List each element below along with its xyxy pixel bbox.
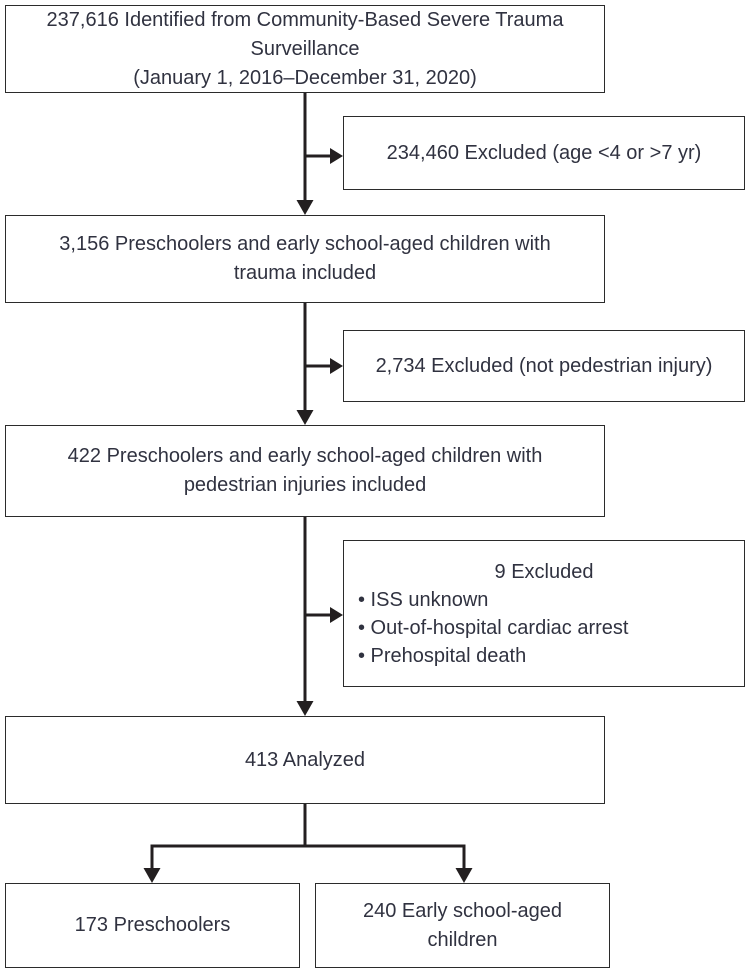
arrow-right-icon — [330, 607, 343, 623]
node-pedestrian-included-text: 422 Preschoolers and early school-aged c… — [67, 445, 543, 496]
list-item: • Prehospital death — [358, 644, 527, 667]
node-identified: 237,616 Identified from Community-Based … — [5, 5, 605, 93]
exclusion-reasons-list: • ISS unknown • Out-of-hospital cardiac … — [352, 586, 736, 670]
node-trauma-included-text: 3,156 Preschoolers and early school-aged… — [59, 233, 551, 284]
node-excluded-not-pedestrian-text: 2,734 Excluded (not pedestrian injury) — [375, 354, 713, 377]
arrow-down-icon — [296, 200, 314, 215]
arrow-down-icon — [143, 868, 161, 883]
node-analyzed: 413 Analyzed — [5, 716, 605, 804]
node-early-school-aged: 240 Early school-aged children — [315, 883, 610, 968]
node-excluded-not-pedestrian: 2,734 Excluded (not pedestrian injury) — [343, 330, 745, 402]
node-preschoolers-text: 173 Preschoolers — [74, 914, 231, 936]
node-pedestrian-included: 422 Preschoolers and early school-aged c… — [5, 425, 605, 517]
node-early-school-aged-text: 240 Early school-aged children — [362, 899, 562, 951]
node-trauma-included: 3,156 Preschoolers and early school-aged… — [5, 215, 605, 303]
list-item: • ISS unknown — [358, 588, 489, 611]
arrow-right-icon — [330, 358, 343, 374]
node-excluded-from-analysis-title: 9 Excluded — [494, 560, 594, 583]
arrow-down-icon — [296, 410, 314, 425]
node-preschoolers: 173 Preschoolers — [5, 883, 300, 968]
list-item: • Out-of-hospital cardiac arrest — [358, 616, 629, 639]
node-excluded-age-text: 234,460 Excluded (age <4 or >7 yr) — [386, 141, 702, 164]
node-excluded-from-analysis: 9 Excluded • ISS unknown • Out-of-hospit… — [343, 540, 745, 687]
node-identified-text: 237,616 Identified from Community-Based … — [46, 8, 564, 89]
arrow-down-icon — [455, 868, 473, 883]
node-excluded-age: 234,460 Excluded (age <4 or >7 yr) — [343, 116, 745, 190]
node-analyzed-text: 413 Analyzed — [244, 748, 366, 771]
arrow-down-icon — [296, 701, 314, 716]
arrow-right-icon — [330, 148, 343, 164]
